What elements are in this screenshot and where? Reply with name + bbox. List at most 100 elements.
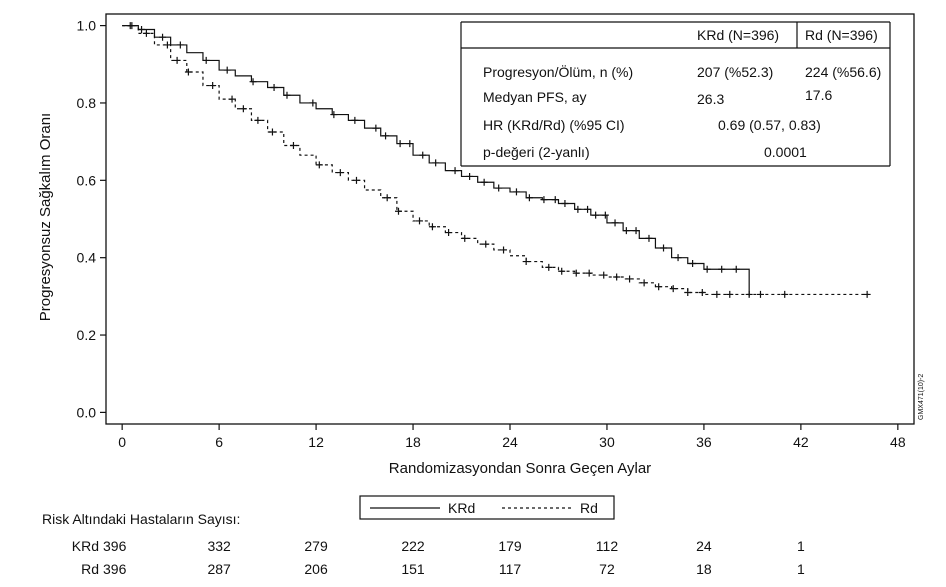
censor-mark-rd <box>558 267 566 275</box>
censor-mark-krd <box>551 196 559 204</box>
risk-value: 1 <box>797 561 805 577</box>
y-tick-label: 0.4 <box>77 250 97 266</box>
censor-mark-krd <box>372 124 380 132</box>
risk-value: 151 <box>401 561 425 577</box>
censor-mark-krd <box>703 265 711 273</box>
y-axis-title: Progresyonsuz Sağkalım Oranı <box>37 113 54 321</box>
censor-mark-rd <box>184 68 192 76</box>
censor-mark-krd <box>406 140 414 148</box>
censor-mark-rd <box>416 217 424 225</box>
censor-mark-krd <box>176 41 184 49</box>
x-tick-label: 42 <box>793 434 809 450</box>
censor-mark-rd <box>173 56 181 64</box>
risk-row-label: Rd <box>81 561 99 577</box>
censor-mark-krd <box>309 99 317 107</box>
censor-mark-krd <box>396 140 404 148</box>
censor-mark-rd <box>461 234 469 242</box>
censor-mark-rd <box>239 105 247 113</box>
y-tick-label: 1.0 <box>77 18 97 34</box>
censor-mark-rd <box>163 41 171 49</box>
censor-marks <box>126 22 871 298</box>
censor-mark-rd <box>228 95 236 103</box>
risk-value: 396 <box>103 561 127 577</box>
censor-mark-rd <box>394 207 402 215</box>
y-tick-label: 0.8 <box>77 95 97 111</box>
censor-mark-rd <box>669 285 677 293</box>
x-tick-label: 12 <box>308 434 324 450</box>
y-tick-label: 0.6 <box>77 172 97 188</box>
censor-mark-krd <box>202 56 210 64</box>
censor-mark-rd <box>500 246 508 254</box>
censor-mark-krd <box>159 33 167 41</box>
censor-mark-krd <box>592 211 600 219</box>
x-tick-label: 6 <box>215 434 223 450</box>
risk-value: 396 <box>103 538 127 554</box>
stats-row-label: Medyan PFS, ay <box>483 89 587 105</box>
censor-mark-krd <box>330 111 338 119</box>
censor-mark-krd <box>584 205 592 213</box>
censor-mark-rd <box>383 194 391 202</box>
risk-value: 222 <box>401 538 425 554</box>
censor-mark-rd <box>600 271 608 279</box>
censor-mark-krd <box>674 254 682 262</box>
series-line-rd <box>122 25 869 296</box>
censor-mark-krd <box>419 151 427 159</box>
censor-mark-rd <box>315 161 323 169</box>
censor-mark-krd <box>660 244 668 252</box>
risk-value: 117 <box>499 561 522 577</box>
risk-value: 279 <box>304 538 328 554</box>
censor-mark-krd <box>382 132 390 140</box>
risk-row-label: KRd <box>72 538 99 554</box>
censor-mark-krd <box>732 265 740 273</box>
censor-mark-krd <box>611 219 619 227</box>
censor-mark-rd <box>713 290 721 298</box>
censor-mark-krd <box>512 188 520 196</box>
censor-mark-krd <box>601 211 609 219</box>
censor-mark-krd <box>525 194 533 202</box>
stats-row-krd-value: 207 (%52.3) <box>697 64 773 80</box>
x-tick-label: 0 <box>118 434 126 450</box>
stats-header-krd: KRd (N=396) <box>697 27 779 43</box>
censor-mark-krd <box>495 184 503 192</box>
censor-mark-krd <box>622 227 630 235</box>
censor-mark-rd <box>268 128 276 136</box>
x-tick-label: 48 <box>890 434 906 450</box>
risk-value: 287 <box>207 561 231 577</box>
figure-code: GMX471(10)-2 <box>918 374 925 420</box>
y-tick-label: 0.0 <box>77 404 97 420</box>
censor-mark-krd <box>480 178 488 186</box>
censor-mark-rd <box>585 269 593 277</box>
risk-value: 24 <box>696 538 712 554</box>
legend-label-krd: KRd <box>448 500 475 516</box>
censor-mark-rd <box>745 290 753 298</box>
legend-box <box>359 495 615 520</box>
censor-mark-rd <box>684 288 692 296</box>
censor-mark-rd <box>655 283 663 291</box>
risk-value: 1 <box>797 538 805 554</box>
censor-mark-rd <box>445 229 453 237</box>
censor-mark-rd <box>428 223 436 231</box>
legend-label-rd: Rd <box>580 500 598 516</box>
y-axis: 0.0 0.2 0.4 0.6 0.8 1.0 <box>77 18 106 420</box>
censor-mark-rd <box>545 263 553 271</box>
censor-mark-rd <box>781 290 789 298</box>
risk-value: 18 <box>696 561 712 577</box>
stats-row-krd-value: 26.3 <box>697 91 724 107</box>
x-tick-label: 18 <box>405 434 421 450</box>
censor-mark-rd <box>726 290 734 298</box>
censor-mark-krd <box>451 167 459 175</box>
censor-mark-rd <box>142 29 150 37</box>
censor-mark-krd <box>689 259 697 267</box>
stats-table: KRd (N=396) Rd (N=396) Progresyon/Ölüm, … <box>460 21 891 167</box>
censor-mark-rd <box>128 22 136 30</box>
risk-value: 112 <box>596 538 619 554</box>
risk-table: KRd 396 332 279 222 179 112 24 1Rd 396 287 206 151 11… <box>72 538 805 577</box>
censor-mark-rd <box>626 275 634 283</box>
censor-mark-rd <box>640 279 648 287</box>
x-axis-title: Randomizasyondan Sonra Geçen Aylar <box>389 460 651 477</box>
stats-row-label: p-değeri (2-yanlı) <box>483 144 590 160</box>
censor-mark-rd <box>863 290 871 298</box>
censor-mark-krd <box>632 227 640 235</box>
censor-mark-rd <box>352 176 360 184</box>
